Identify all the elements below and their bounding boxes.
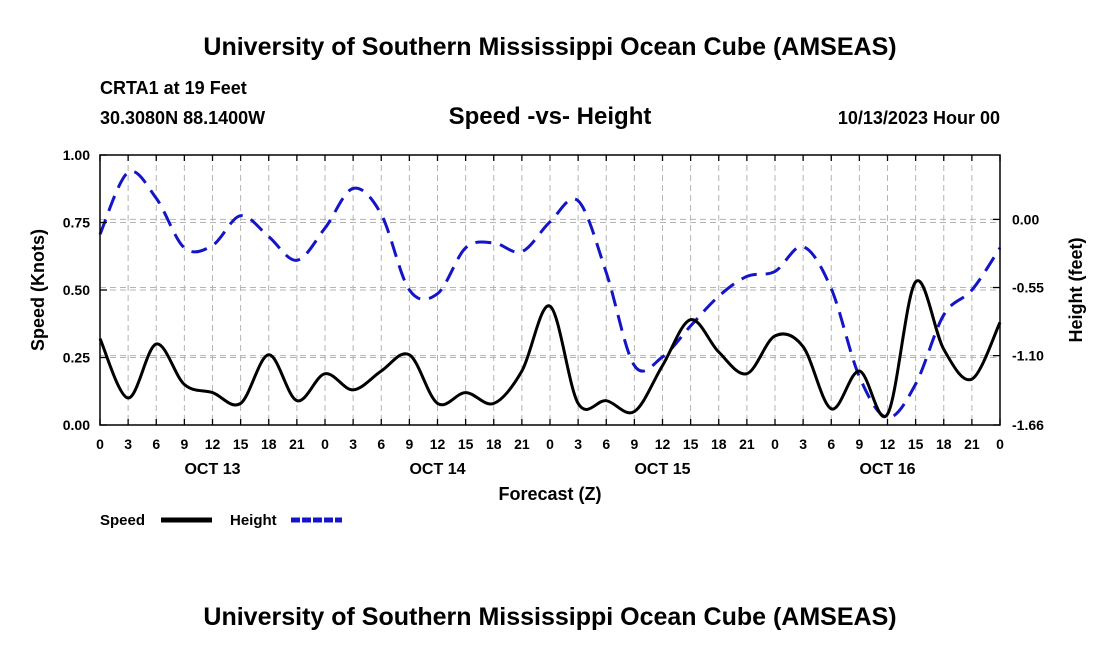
x-tick-label: 9 — [630, 436, 638, 452]
x-tick-label: 12 — [430, 436, 446, 452]
x-day-label: OCT 13 — [184, 461, 240, 478]
x-tick-label: 18 — [486, 436, 502, 452]
x-day-label: OCT 14 — [409, 461, 465, 478]
grid — [100, 155, 1000, 426]
x-tick-label: 6 — [602, 436, 610, 452]
x-tick-label: 0 — [771, 436, 779, 452]
y2-tick-label: -1.66 — [1012, 417, 1044, 433]
x-axis-title: Forecast (Z) — [498, 484, 601, 504]
x-tick-label: 3 — [574, 436, 582, 452]
x-tick-label: 0 — [996, 436, 1004, 452]
y2-tick-label: -0.55 — [1012, 280, 1044, 296]
x-tick-label: 12 — [655, 436, 671, 452]
x-tick-label: 3 — [349, 436, 357, 452]
coordinates-label: 30.3080N 88.1400W — [100, 108, 265, 128]
x-tick-label: 0 — [321, 436, 329, 452]
x-tick-label: 21 — [739, 436, 755, 452]
legend-height-label: Height — [230, 512, 277, 529]
x-tick-label: 6 — [152, 436, 160, 452]
chart-main-title: University of Southern Mississippi Ocean… — [203, 33, 896, 61]
x-tick-label: 3 — [124, 436, 132, 452]
x-tick-label: 21 — [964, 436, 980, 452]
x-tick-label: 0 — [546, 436, 554, 452]
speed-series-line — [98, 279, 1002, 419]
y-tick-label: 0.00 — [63, 417, 90, 433]
footer-title: University of Southern Mississippi Ocean… — [203, 603, 896, 631]
axes: 0 3 6 9 12 15 18 21 0 3 6 9 12 15 18 21 0 3 6 9 12 15 18 21 0 3 6 9… — [63, 147, 1044, 478]
chart-subtitle: Speed -vs- Height — [449, 103, 652, 130]
x-tick-label: 9 — [180, 436, 188, 452]
y-tick-label: 0.50 — [63, 282, 90, 298]
legend: Speed Height — [100, 512, 342, 529]
x-tick-label: 12 — [880, 436, 896, 452]
y2-tick-label: -1.10 — [1012, 348, 1044, 364]
series-group — [98, 169, 1002, 420]
station-label: CRTA1 at 19 Feet — [100, 78, 247, 98]
x-tick-label: 18 — [711, 436, 727, 452]
x-day-label: OCT 16 — [859, 461, 915, 478]
y-tick-label: 0.75 — [63, 215, 90, 231]
x-tick-label: 0 — [96, 436, 104, 452]
x-tick-label: 18 — [936, 436, 952, 452]
x-tick-label: 9 — [855, 436, 863, 452]
x-tick-label: 12 — [205, 436, 221, 452]
x-tick-label: 9 — [405, 436, 413, 452]
x-tick-label: 15 — [683, 436, 699, 452]
x-tick-label: 6 — [377, 436, 385, 452]
y2-tick-label: 0.00 — [1012, 211, 1039, 227]
forecast-timestamp: 10/13/2023 Hour 00 — [838, 108, 1000, 128]
y2-axis-title: Height (feet) — [1066, 238, 1086, 343]
y-axis-title: Speed (Knots) — [28, 229, 48, 351]
x-tick-label: 21 — [514, 436, 530, 452]
x-day-label: OCT 15 — [634, 461, 690, 478]
legend-speed-label: Speed — [100, 512, 145, 529]
y-tick-label: 0.25 — [63, 350, 90, 366]
x-tick-label: 6 — [827, 436, 835, 452]
x-tick-label: 15 — [908, 436, 924, 452]
x-tick-label: 21 — [289, 436, 305, 452]
x-tick-label: 15 — [233, 436, 249, 452]
x-tick-label: 15 — [458, 436, 474, 452]
x-tick-label: 3 — [799, 436, 807, 452]
x-tick-label: 18 — [261, 436, 277, 452]
y-tick-label: 1.00 — [63, 147, 90, 163]
